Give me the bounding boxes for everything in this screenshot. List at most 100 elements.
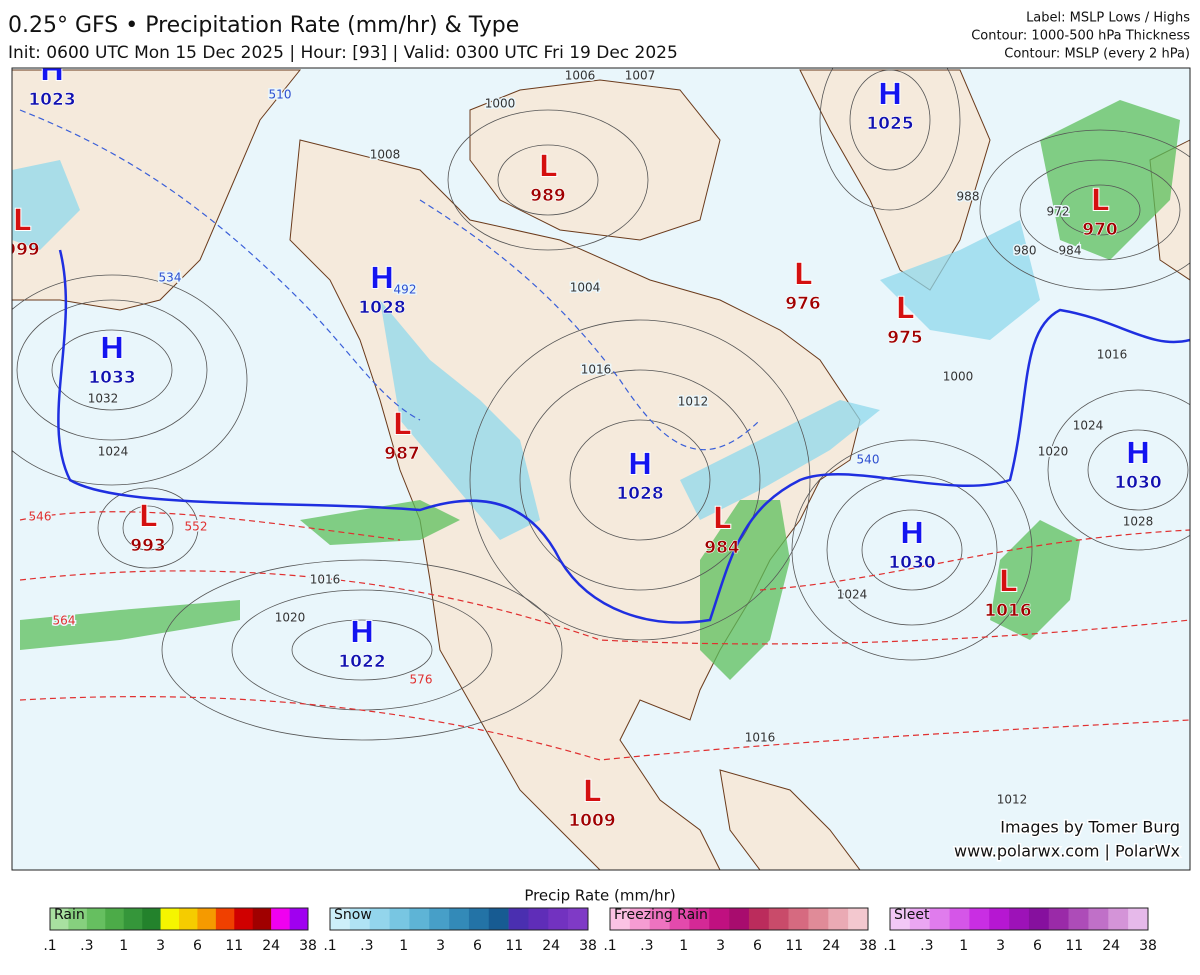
mslp-label: 1016 <box>745 731 776 745</box>
colorbar-swatch <box>1028 908 1050 930</box>
pressure-center-value: 1033 <box>88 368 135 388</box>
mslp-label: 1024 <box>98 445 129 459</box>
credit: www.polarwx.com | PolarWx <box>954 842 1180 861</box>
pressure-center-value: 970 <box>1082 220 1118 240</box>
colorbar-swatch <box>105 908 125 930</box>
colorbar-tick-label: .3 <box>80 938 93 954</box>
snow <box>680 400 880 520</box>
pressure-center-type: H <box>39 54 64 89</box>
colorbar-swatch <box>969 908 990 930</box>
colorbar-tick-label: 11 <box>1065 938 1083 954</box>
map-frame <box>11 67 1191 871</box>
snow <box>12 160 80 250</box>
thickness-contour <box>419 199 761 451</box>
snow <box>380 300 540 540</box>
colorbar-swatch <box>629 908 650 930</box>
rain <box>20 600 240 650</box>
colorbar-tick-label: 24 <box>822 938 840 954</box>
mslp-label: 1004 <box>570 281 601 295</box>
colorbar-tick-label: .3 <box>920 938 933 954</box>
pressure-center-value: 993 <box>130 536 166 556</box>
colorbar-swatch <box>729 908 750 930</box>
colorbar-swatch <box>909 908 930 930</box>
colorbar-swatch <box>197 908 217 930</box>
colorbar-swatch <box>949 908 970 930</box>
pressure-center-type: H <box>99 332 124 367</box>
colorbar-swatch <box>1128 908 1149 930</box>
pressure-center-type: L <box>138 500 157 535</box>
pressure-center-type: L <box>392 408 411 443</box>
colorbar-tick-label: .3 <box>640 938 653 954</box>
mslp-label: 1020 <box>1038 445 1069 459</box>
rain <box>1040 100 1180 260</box>
pressure-center-type: L <box>582 775 601 810</box>
colorbar-swatch <box>649 908 670 930</box>
mslp-label: 984 <box>1059 244 1082 258</box>
mslp-label: 988 <box>957 190 980 204</box>
mslp-label: 1016 <box>1097 348 1128 362</box>
colorbar-swatch <box>890 908 911 930</box>
colorbar-tick-label: 3 <box>996 938 1005 954</box>
colorbar-swatch <box>548 908 569 930</box>
colorbar-swatch <box>709 908 730 930</box>
colorbar-swatch <box>1088 908 1109 930</box>
pressure-center-value: 1023 <box>28 90 75 110</box>
colorbar-swatch <box>123 908 143 930</box>
subtitle: Init: 0600 UTC Mon 15 Dec 2025 | Hour: [… <box>8 43 678 63</box>
colorbar-swatch <box>610 908 631 930</box>
thickness-contour <box>759 529 1190 591</box>
colorbar-tick-label: 1 <box>959 938 968 954</box>
colorbar-swatch <box>929 908 950 930</box>
colorbar-swatch <box>215 908 235 930</box>
land <box>719 769 861 870</box>
colorbar-swatch <box>86 908 106 930</box>
colorbar-swatch <box>68 908 88 930</box>
colorbar-swatch <box>50 908 69 930</box>
thickness-label: 534 <box>159 271 182 285</box>
pressure-center-value: 1009 <box>568 811 615 831</box>
colorbar-frame <box>889 907 1149 931</box>
colorbar-frame <box>49 907 309 931</box>
colorbar-tick-label: 3 <box>156 938 165 954</box>
colorbar-tick-label: 3 <box>436 938 445 954</box>
colorbar-tick-label: 3 <box>716 938 725 954</box>
pressure-center-type: H <box>349 616 374 651</box>
colorbar-tick-label: 38 <box>859 938 877 954</box>
mslp-label: 1016 <box>310 573 341 587</box>
colorbar-tick-label: .1 <box>883 938 896 954</box>
pressure-center-value: 1022 <box>338 652 385 672</box>
pressure-center-type: H <box>627 448 652 483</box>
pressure-center-type: L <box>538 150 557 185</box>
thickness-label: 540 <box>857 453 880 467</box>
pressure-center-type: H <box>1125 437 1150 472</box>
pressure-center-value: 1028 <box>616 484 663 504</box>
thickness-contour <box>19 570 1190 645</box>
colorbar-tick-label: 38 <box>579 938 597 954</box>
colorbar-tick-label: .1 <box>603 938 616 954</box>
pressure-center-value: 999 <box>4 240 40 260</box>
snow <box>880 220 1040 340</box>
pressure-center-value: 1030 <box>888 553 935 573</box>
thickness-label: 546 <box>29 510 52 524</box>
pressure-center-type: H <box>877 78 902 113</box>
colorbar-tick-label: 24 <box>1102 938 1120 954</box>
colorbar-tick-label: 6 <box>753 938 762 954</box>
colorbar-swatch <box>449 908 470 930</box>
colorbar-swatch <box>808 908 829 930</box>
info-line: Contour: MSLP (every 2 hPa) <box>1004 47 1190 62</box>
pressure-center-value: 1016 <box>984 601 1031 621</box>
colorbar-scale-name: Snow <box>334 907 372 923</box>
pressure-center-value: 987 <box>384 444 420 464</box>
thickness-540-line <box>57 249 1190 624</box>
thickness-contour <box>19 511 401 541</box>
colorbar-swatch <box>689 908 710 930</box>
colorbar-swatch <box>142 908 161 930</box>
colorbar-tick-label: 24 <box>262 938 280 954</box>
colorbar-swatch <box>179 908 198 930</box>
pressure-center-value: 1030 <box>1114 473 1161 493</box>
colorbar-swatch <box>160 908 180 930</box>
colorbar-swatch <box>1108 908 1129 930</box>
colorbar-swatch <box>568 908 589 930</box>
